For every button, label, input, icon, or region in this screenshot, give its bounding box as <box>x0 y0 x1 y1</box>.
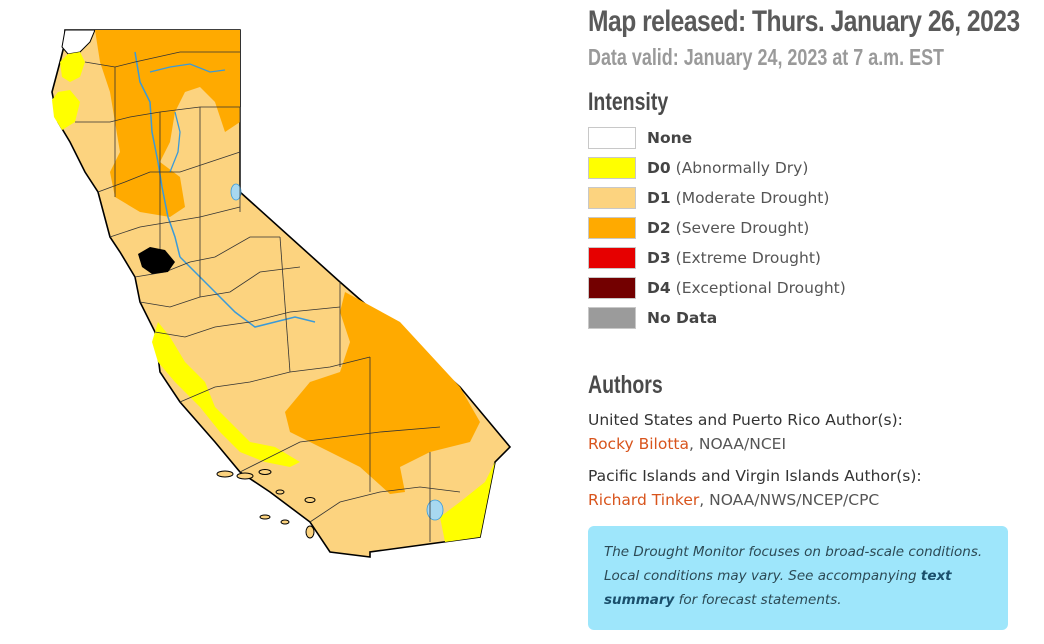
author-group-heading: Pacific Islands and Virgin Islands Autho… <box>588 467 922 485</box>
legend-desc: (Moderate Drought) <box>675 189 830 207</box>
author-org: , NOAA/NWS/NCEP/CPC <box>699 491 880 509</box>
legend-desc: (Severe Drought) <box>675 219 810 237</box>
lake-tahoe <box>230 183 242 201</box>
legend-item: D4 (Exceptional Drought) <box>588 273 1028 303</box>
author-group-pacific: Pacific Islands and Virgin Islands Autho… <box>588 464 1028 512</box>
author-group-us: United States and Puerto Rico Author(s):… <box>588 408 1028 456</box>
legend-swatch <box>588 277 636 299</box>
author-org: , NOAA/NCEI <box>689 435 787 453</box>
legend-desc: (Exceptional Drought) <box>675 279 846 297</box>
legend-swatch <box>588 157 636 179</box>
authors-section: Authors United States and Puerto Rico Au… <box>588 371 1028 512</box>
notice-box: The Drought Monitor focuses on broad-sca… <box>588 526 1008 630</box>
authors-heading: Authors <box>588 371 663 399</box>
d0-southeast <box>440 462 495 542</box>
legend-code: D0 <box>647 159 671 177</box>
pit-river <box>149 63 226 73</box>
legend-code: D2 <box>647 219 671 237</box>
legend-desc: (Abnormally Dry) <box>675 159 809 177</box>
san-joaquin-river <box>179 256 316 328</box>
d0-humboldt <box>52 90 80 130</box>
intensity-heading: Intensity <box>588 88 669 116</box>
salton-sea <box>426 499 444 521</box>
data-valid-date: Data valid: January 24, 2023 at 7 a.m. E… <box>588 44 944 70</box>
d0-north-coast <box>60 52 85 82</box>
text-summary-link[interactable]: text summary <box>604 568 952 608</box>
legend-code: D4 <box>647 279 671 297</box>
legend-item: D3 (Extreme Drought) <box>588 243 1028 273</box>
author-link[interactable]: Rocky Bilotta <box>588 435 689 453</box>
legend-item: No Data <box>588 303 1028 333</box>
legend-desc: (Extreme Drought) <box>675 249 821 267</box>
legend-item: D2 (Severe Drought) <box>588 213 1028 243</box>
legend-swatch <box>588 307 636 329</box>
legend-swatch <box>588 217 636 239</box>
channel-islands <box>216 469 316 539</box>
author-line: Rocky Bilotta, NOAA/NCEI <box>588 432 1028 456</box>
legend-swatch <box>588 247 636 269</box>
sacramento-river <box>134 51 181 258</box>
intensity-legend: None D0 (Abnormally Dry) D1 (Moderate Drough… <box>588 123 1028 333</box>
d0-central-coast <box>152 322 300 467</box>
d2-north <box>95 30 240 217</box>
legend-swatch <box>588 127 636 149</box>
county-lines <box>75 51 461 542</box>
info-panel: Map released: Thurs. January 26, 2023 Da… <box>588 4 1028 630</box>
author-link[interactable]: Richard Tinker <box>588 491 700 509</box>
california-map-svg <box>51 29 512 558</box>
notice-text-end: for forecast statements. <box>674 592 842 608</box>
map-released-date: Map released: Thurs. January 26, 2023 <box>588 5 1020 38</box>
notice-text: The Drought Monitor focuses on broad-sca… <box>604 544 983 584</box>
feather-river <box>169 111 181 173</box>
legend-item: None <box>588 123 1028 153</box>
legend-item: D0 (Abnormally Dry) <box>588 153 1028 183</box>
legend-code: D1 <box>647 189 671 207</box>
legend-swatch <box>588 187 636 209</box>
author-group-heading: United States and Puerto Rico Author(s): <box>588 411 903 429</box>
d2-south <box>285 292 480 494</box>
legend-item: D1 (Moderate Drought) <box>588 183 1028 213</box>
legend-code: None <box>647 129 693 147</box>
legend-code: D3 <box>647 249 671 267</box>
sf-bay <box>138 247 175 274</box>
drought-map <box>40 22 520 562</box>
author-line: Richard Tinker, NOAA/NWS/NCEP/CPC <box>588 488 1028 512</box>
legend-code: No Data <box>647 309 718 327</box>
